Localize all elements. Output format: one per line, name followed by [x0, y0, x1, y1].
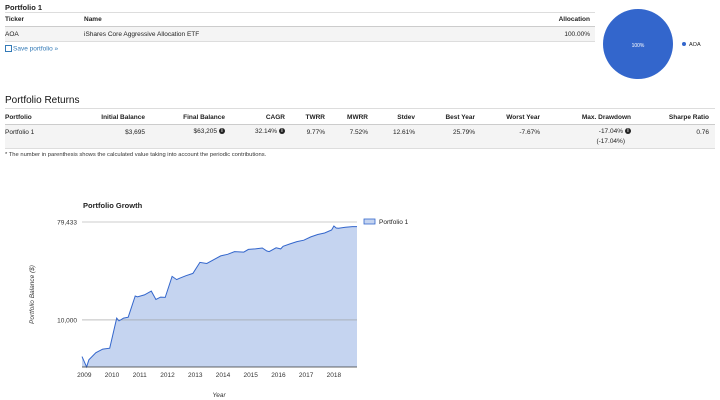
stdev-cell: 12.61% — [392, 129, 415, 136]
x-tick-label: 2012 — [160, 372, 175, 379]
info-icon[interactable]: i — [625, 128, 631, 135]
col-cagr-header: CAGR — [265, 114, 285, 121]
name-cell: iShares Core Aggressive Allocation ETF — [84, 31, 200, 38]
max-drawdown-cell: -17.04% i — [540, 128, 631, 135]
col-twrr-header: TWRR — [305, 114, 326, 121]
x-tick-label: 2016 — [271, 372, 286, 379]
series-area — [82, 226, 357, 367]
pie-legend-marker — [682, 42, 686, 46]
save-portfolio-link[interactable]: Save portfolio » — [5, 45, 58, 52]
x-tick-label: 2017 — [299, 372, 314, 379]
series-line — [81, 225, 357, 369]
portfolio-growth-chart: Portfolio Growth 10,000 79,433 2009 2010 2011… — [29, 201, 409, 399]
mwrr-cell: 7.52% — [349, 129, 368, 136]
returns-row — [5, 125, 715, 148]
col-portfolio-header: Portfolio — [5, 114, 32, 121]
x-axis-title: Year — [212, 392, 226, 399]
cagr-value: 32.14% — [254, 128, 277, 135]
y-tick-label: 79,433 — [57, 220, 77, 227]
y-tick-label: 10,000 — [57, 317, 77, 324]
allocation-pie-chart: 100% AOA — [603, 9, 701, 79]
col-sharpe-header: Sharpe Ratio — [668, 114, 709, 121]
x-tick-label: 2015 — [243, 372, 258, 379]
y-axis-title: Portfolio Balance ($) — [29, 265, 36, 324]
col-final-balance-header: Final Balance — [183, 114, 225, 121]
col-name-header: Name — [84, 16, 102, 23]
ticker-cell: AOA — [5, 31, 19, 38]
worst-year-cell: -7.67% — [519, 129, 540, 136]
legend-label: Portfolio 1 — [379, 219, 409, 226]
pie-slice-aoa — [603, 9, 673, 79]
x-tick-label: 2014 — [216, 372, 231, 379]
col-initial-balance-header: Initial Balance — [101, 114, 145, 121]
col-best-year-header: Best Year — [445, 114, 475, 121]
best-year-cell: 25.79% — [452, 129, 475, 136]
allocation-cell: 100.00% — [564, 31, 590, 38]
initial-balance-cell: $3,695 — [125, 129, 145, 136]
col-mwrr-header: MWRR — [347, 114, 368, 121]
final-balance-cell: $63,205 i — [150, 128, 225, 135]
max-drawdown-value: -17.04% — [598, 128, 623, 135]
legend-swatch — [363, 218, 376, 225]
col-ticker-header: Ticker — [5, 16, 25, 23]
twrr-cell: 9.77% — [306, 129, 325, 136]
portfolio-cell: Portfolio 1 — [5, 129, 35, 136]
x-tick-label: 2018 — [327, 372, 342, 379]
save-icon — [5, 45, 12, 52]
returns-footnote: * The number in parenthesis shows the ca… — [5, 152, 267, 158]
cagr-cell: 32.14% i — [225, 128, 285, 135]
final-balance-value: $63,205 — [193, 128, 218, 135]
max-drawdown-paren: (-17.04%) — [596, 138, 625, 145]
pie-legend-label: AOA — [689, 42, 701, 48]
info-icon[interactable]: i — [279, 128, 285, 135]
col-max-drawdown-header: Max. Drawdown — [581, 114, 631, 121]
x-tick-label: 2011 — [133, 372, 147, 379]
chart-title: Portfolio Growth — [83, 201, 143, 210]
portfolio-title: Portfolio 1 — [5, 3, 43, 12]
returns-title: Portfolio Returns — [5, 95, 80, 106]
col-allocation-header: Allocation — [558, 16, 590, 23]
col-stdev-header: Stdev — [397, 114, 415, 121]
table-row — [5, 27, 595, 41]
info-icon[interactable]: i — [219, 128, 225, 135]
save-portfolio-label: Save portfolio » — [13, 45, 59, 53]
sharpe-cell: 0.76 — [696, 129, 709, 136]
x-tick-label: 2013 — [188, 372, 203, 379]
x-tick-label: 2009 — [77, 372, 92, 379]
pie-slice-label: 100% — [632, 43, 645, 49]
x-tick-label: 2010 — [105, 372, 120, 379]
col-worst-year-header: Worst Year — [506, 114, 540, 121]
